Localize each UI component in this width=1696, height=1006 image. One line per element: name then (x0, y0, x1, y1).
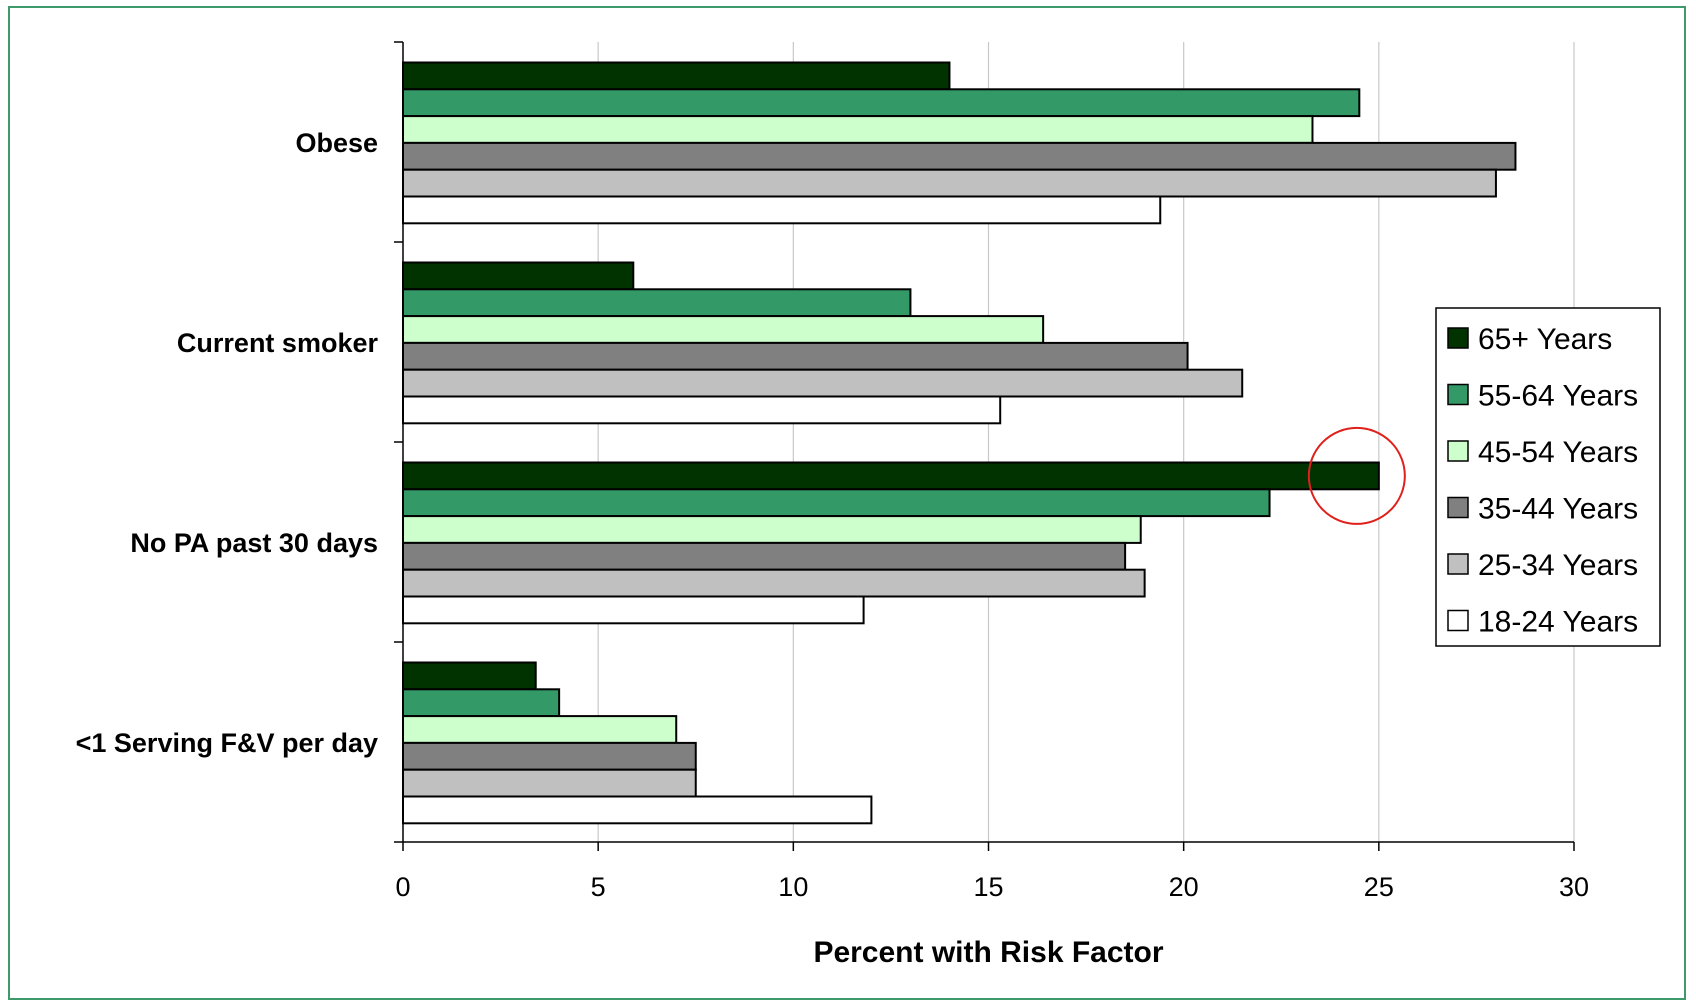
legend-swatch (1447, 496, 1469, 519)
category-labels: Obese Current smoker No PA past 30 days <1 … (76, 128, 379, 758)
axes (394, 41, 1575, 851)
legend-label: 35-44 Years (1478, 493, 1638, 526)
legend-label: 55-64 Years (1478, 380, 1638, 413)
bar (402, 261, 635, 291)
bar (402, 515, 1142, 544)
x-tick-label: 0 (395, 872, 410, 902)
bar (402, 541, 1127, 571)
x-tick-label: 25 (1364, 872, 1394, 902)
bar (402, 288, 912, 318)
x-axis-title: Percent with Risk Factor (813, 936, 1163, 969)
x-tick-labels: 0 5 10 15 20 25 30 (395, 872, 1589, 902)
legend-label: 18-24 Years (1478, 606, 1638, 639)
bar (402, 368, 1244, 398)
bar (402, 395, 1002, 425)
bar (402, 488, 1271, 518)
bar (402, 595, 865, 625)
legend-swatch (1447, 440, 1469, 462)
legend: 65+ Years 55-64 Years 45-54 Years 35-44 Yea… (1435, 307, 1661, 647)
legend-label: 65+ Years (1478, 323, 1612, 356)
bar (402, 768, 697, 798)
chart-frame: Obese Current smoker No PA past 30 days <1 … (8, 6, 1686, 1000)
bar (402, 168, 1497, 198)
x-tick-label: 10 (778, 872, 808, 902)
bars (402, 61, 1517, 825)
bar (402, 795, 873, 825)
x-tick-label: 15 (973, 872, 1003, 902)
legend-label: 25-34 Years (1478, 549, 1638, 582)
bar (402, 61, 951, 91)
x-tick-label: 30 (1559, 872, 1589, 902)
legend-swatch (1447, 609, 1469, 632)
bar (402, 461, 1380, 491)
x-tick-label: 20 (1169, 872, 1199, 902)
x-tick-label: 5 (591, 872, 606, 902)
bar (402, 568, 1146, 598)
category-label: Current smoker (177, 328, 379, 358)
legend-box (1435, 307, 1661, 647)
category-label: <1 Serving F&V per day (76, 728, 378, 758)
legend-swatch (1447, 553, 1469, 575)
category-label: No PA past 30 days (130, 528, 378, 558)
bar (402, 741, 697, 771)
bar (402, 141, 1517, 171)
category-label: Obese (295, 128, 378, 158)
bar (402, 315, 1045, 344)
bar (402, 661, 537, 691)
legend-swatch (1447, 327, 1469, 349)
bar (402, 341, 1189, 371)
bar (402, 715, 678, 744)
highlight-circle (1307, 426, 1406, 525)
legend-items: 65+ Years 55-64 Years 45-54 Years 35-44 Yea… (1447, 323, 1638, 639)
bar (402, 88, 1361, 118)
bar (402, 688, 561, 718)
bar (402, 195, 1162, 225)
legend-swatch (1447, 383, 1469, 406)
bar (402, 115, 1314, 144)
bar-chart: Obese Current smoker No PA past 30 days <1 … (76, 41, 1661, 969)
legend-label: 45-54 Years (1478, 436, 1638, 469)
